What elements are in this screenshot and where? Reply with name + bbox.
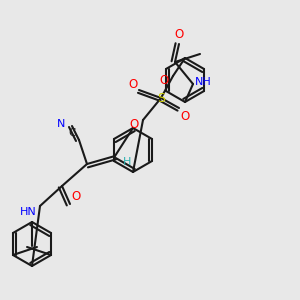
Text: O: O: [128, 77, 138, 91]
Text: C: C: [68, 128, 76, 138]
Text: S: S: [157, 92, 165, 104]
Text: N: N: [57, 119, 65, 129]
Text: O: O: [71, 190, 81, 202]
Text: HN: HN: [20, 207, 36, 217]
Text: O: O: [174, 28, 184, 41]
Text: O: O: [129, 118, 139, 131]
Text: NH: NH: [195, 77, 212, 87]
Text: O: O: [180, 110, 190, 122]
Text: H: H: [123, 157, 131, 167]
Text: O: O: [159, 74, 169, 88]
